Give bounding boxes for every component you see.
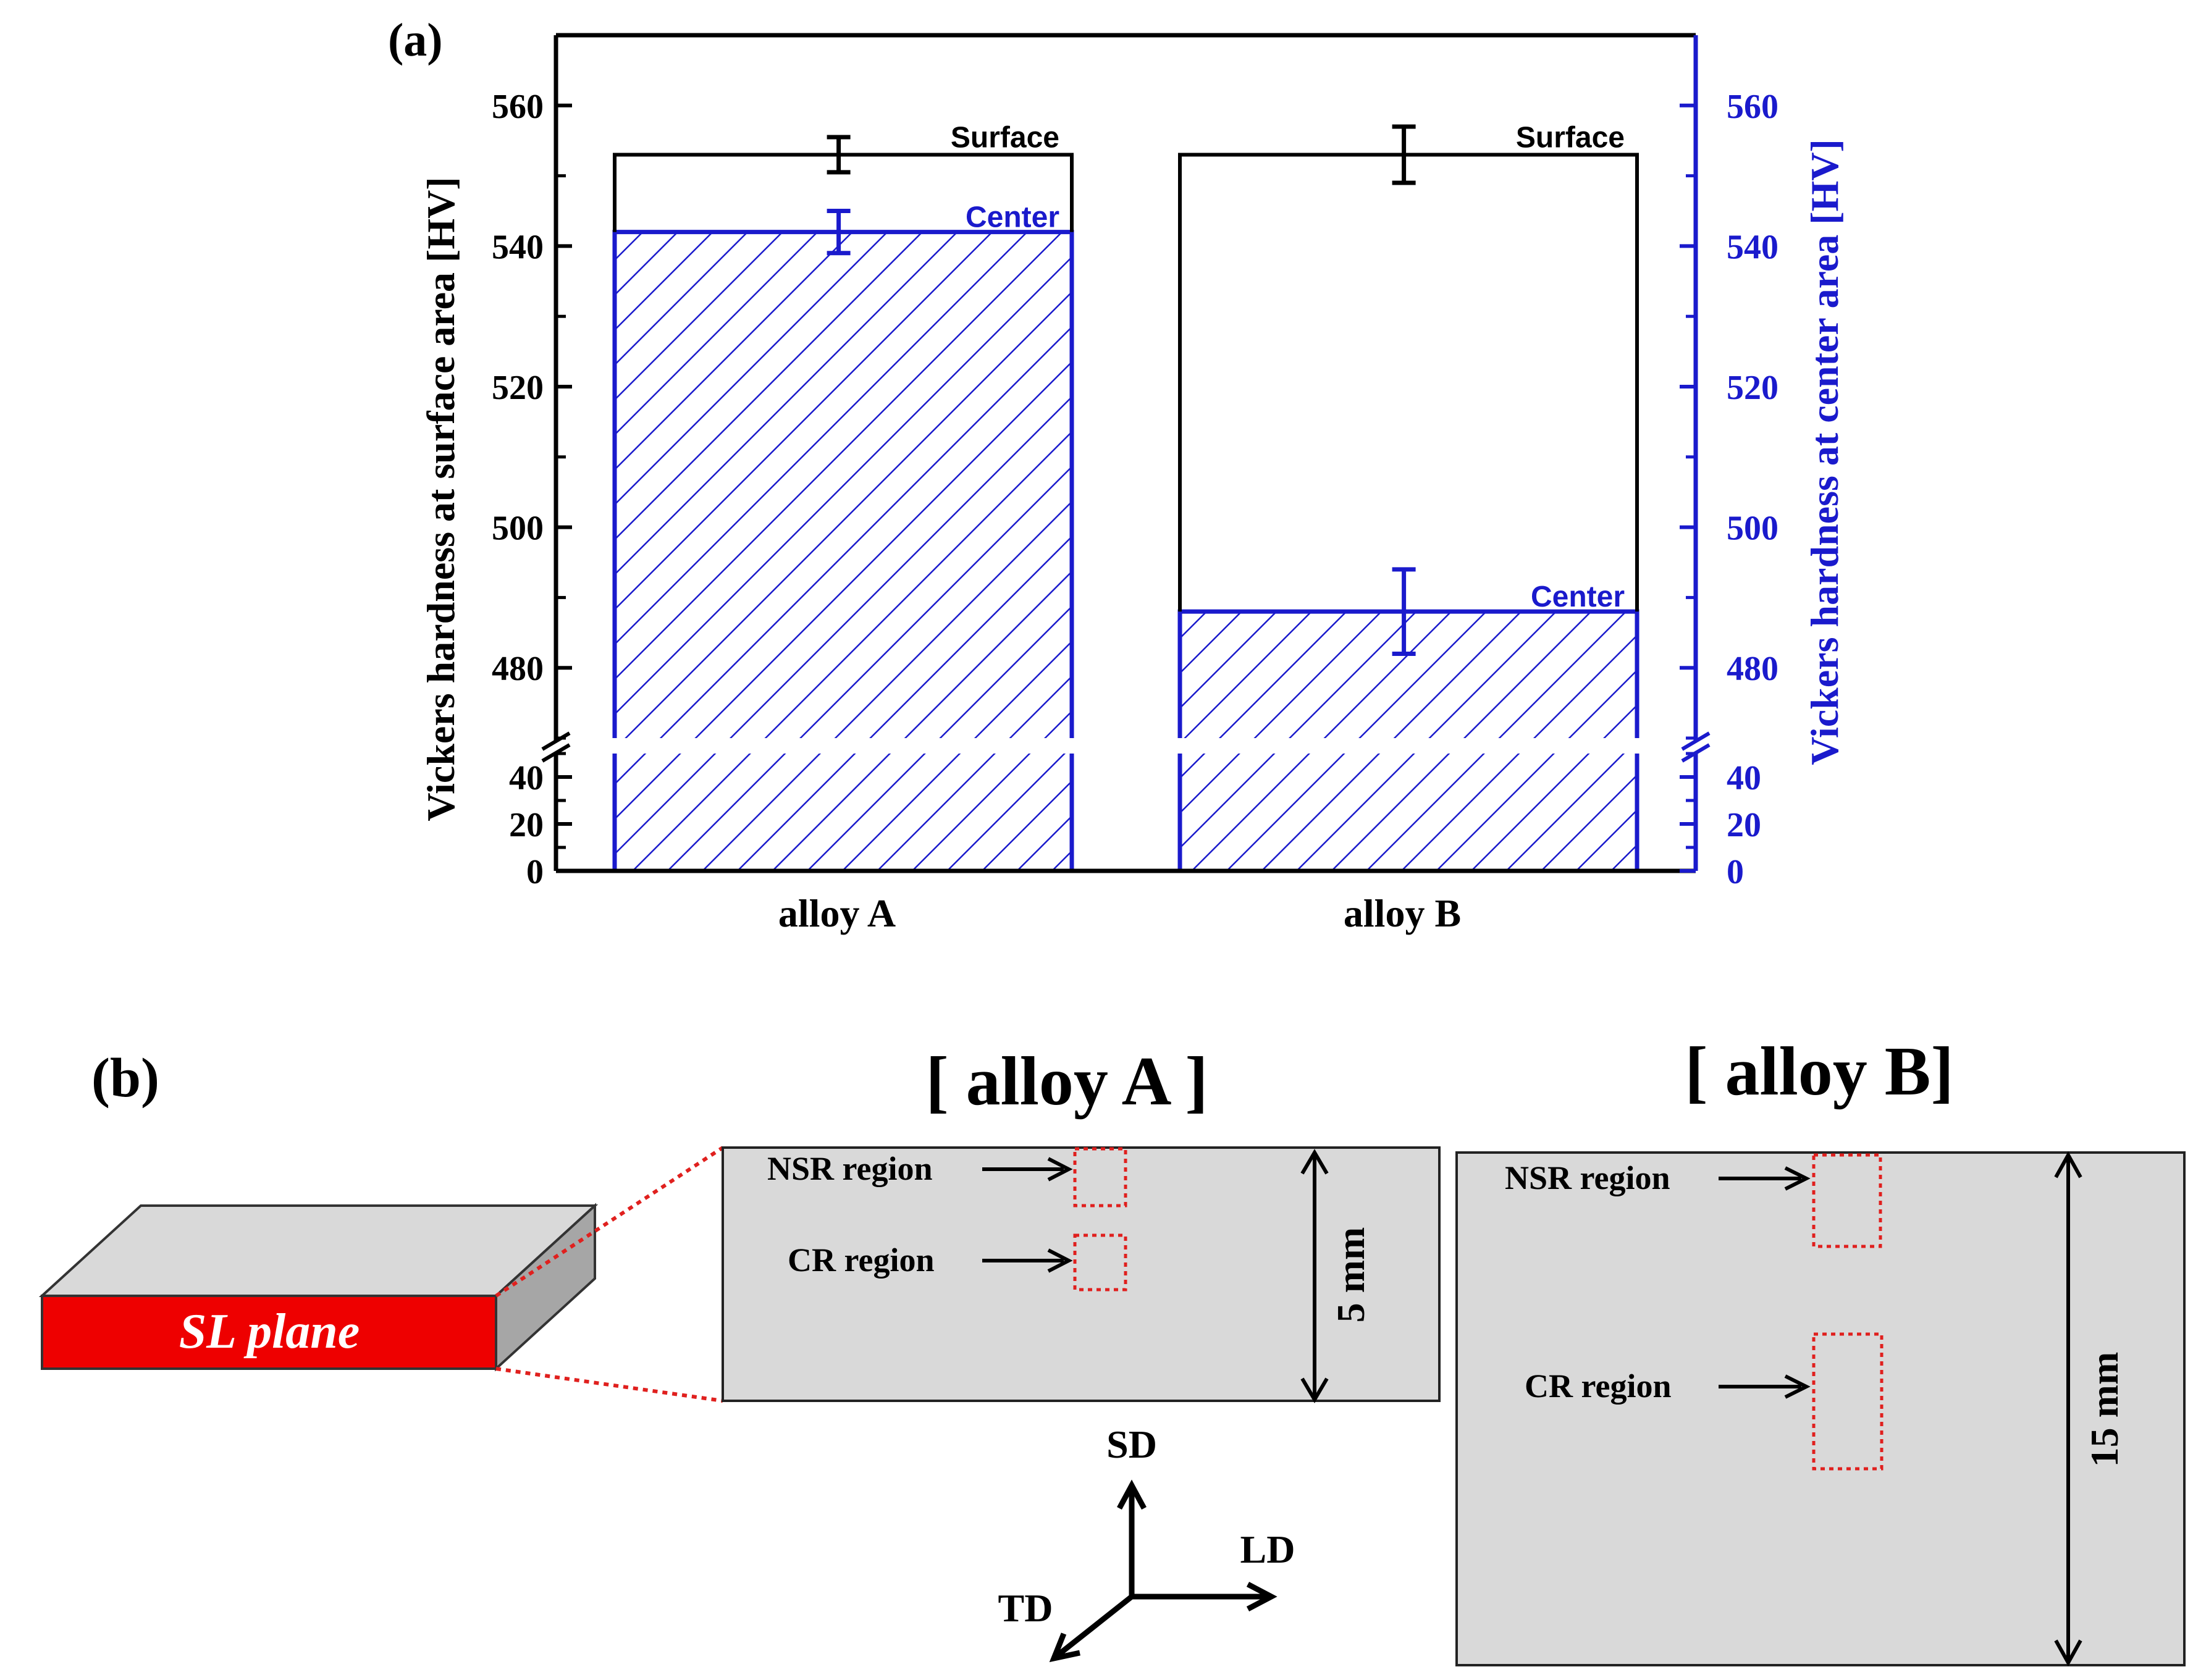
category-label: alloy A [778, 891, 896, 935]
tick-label: 20 [509, 806, 544, 844]
orientation-axes: SD LD TD [998, 1422, 1295, 1663]
chart-text: Surface Center alloy A Surface Center alloy B [778, 121, 1625, 935]
ld-label: LD [1240, 1527, 1295, 1571]
center-bar-lower [1180, 754, 1637, 871]
alloy-a-nsr-arrow [982, 1157, 1073, 1182]
right-axis-break [1681, 731, 1711, 763]
tick-label: 560 [492, 88, 544, 126]
alloy-b-cr-label: CR region [1525, 1367, 1672, 1405]
left-axis-break [541, 731, 571, 763]
axis-breaks [541, 731, 1711, 763]
tick-label: 20 [1727, 806, 1761, 844]
alloy-a-dimension-arrow [1300, 1149, 1329, 1403]
panel-a-label: (a) [388, 14, 443, 66]
y-axis-label-right: Vickers hardness at center area [HV] [1803, 139, 1846, 765]
alloy-b-dimension-arrow [2054, 1151, 2082, 1667]
center-bar-lower [615, 754, 1072, 871]
surface-bar-outline [1178, 153, 1639, 612]
tick-label: 0 [1727, 853, 1744, 891]
center-bar-outline-lower [1177, 754, 1639, 871]
center-label: Center [966, 201, 1059, 234]
tick-label: 480 [492, 650, 544, 688]
error-bars [827, 124, 1416, 656]
td-label: TD [998, 1586, 1053, 1630]
surface-error-bar [827, 135, 851, 175]
tick-label: 520 [1727, 369, 1778, 407]
center-bars [612, 230, 1639, 871]
center-bar-upper [1180, 611, 1637, 738]
alloy-a-nsr-region [1073, 1147, 1127, 1208]
center-bar-outline-lower [612, 754, 1074, 871]
category-label: alloy B [1344, 891, 1461, 935]
alloy-a-cr-label: CR region [788, 1241, 935, 1279]
alloy-a-cr-arrow [982, 1248, 1073, 1273]
td-axis-arrow [1049, 1594, 1134, 1663]
sample-block: SL plane [38, 1203, 599, 1372]
surface-bar-outline [613, 153, 1074, 232]
alloy-b-cr-region [1812, 1332, 1884, 1471]
sl-plane-label: SL plane [179, 1304, 360, 1359]
axis-ticks: 480 500 520 540 560 0 20 40 480 500 520 540 560 0 20 40 [492, 88, 1778, 891]
center-label: Center [1531, 581, 1625, 613]
alloy-a-nsr-label: NSR region [767, 1150, 933, 1187]
alloy-b-nsr-region [1812, 1153, 1882, 1248]
tick-label: 540 [1727, 228, 1778, 266]
surface-label: Surface [1516, 121, 1625, 154]
alloy-b-nsr-label: NSR region [1505, 1159, 1670, 1196]
alloy-b-nsr-arrow [1719, 1166, 1811, 1191]
sl-plane-face [41, 1295, 497, 1370]
tick-label: 500 [492, 510, 544, 548]
sd-label: SD [1106, 1422, 1157, 1466]
projection-line-bottom [495, 1367, 723, 1403]
sd-axis-arrow [1117, 1479, 1147, 1597]
center-error-bar [827, 209, 851, 256]
tick-label: 520 [492, 369, 544, 407]
tick-label: 540 [492, 228, 544, 266]
alloy-a-cr-region [1073, 1233, 1127, 1292]
ld-axis-arrow [1132, 1582, 1277, 1611]
alloy-b-dimension: 15 mm [2082, 1352, 2126, 1468]
center-bar-outline-upper [612, 230, 1074, 738]
tick-label: 0 [526, 853, 544, 891]
tick-label: 40 [1727, 759, 1761, 797]
alloy-b-section [1455, 1151, 2186, 1666]
tick-label: 40 [509, 759, 544, 797]
alloy-a-section [722, 1146, 1441, 1402]
center-bar-upper [615, 232, 1072, 738]
alloy-a-dimension: 5 mm [1329, 1227, 1373, 1323]
surface-error-bar [1392, 124, 1416, 185]
hardness-chart: 480 500 520 540 560 0 20 40 480 500 520 540 560 0 20 40… [492, 33, 1778, 935]
surface-bars [613, 153, 1639, 612]
alloy-b-cr-arrow [1719, 1374, 1811, 1399]
y-axis-label-left: Vickers hardness at surface area [HV] [419, 177, 463, 821]
surface-label: Surface [951, 121, 1059, 154]
alloy-b-title: [ alloy B] [1685, 1033, 1954, 1110]
tick-label: 560 [1727, 88, 1778, 126]
center-bar-outline-upper [1177, 609, 1639, 738]
alloy-a-title: [ alloy A ] [925, 1043, 1208, 1120]
panel-b-label: (b) [91, 1048, 159, 1109]
tick-label: 500 [1727, 510, 1778, 548]
tick-label: 480 [1727, 650, 1778, 688]
center-error-bar [1392, 567, 1416, 656]
